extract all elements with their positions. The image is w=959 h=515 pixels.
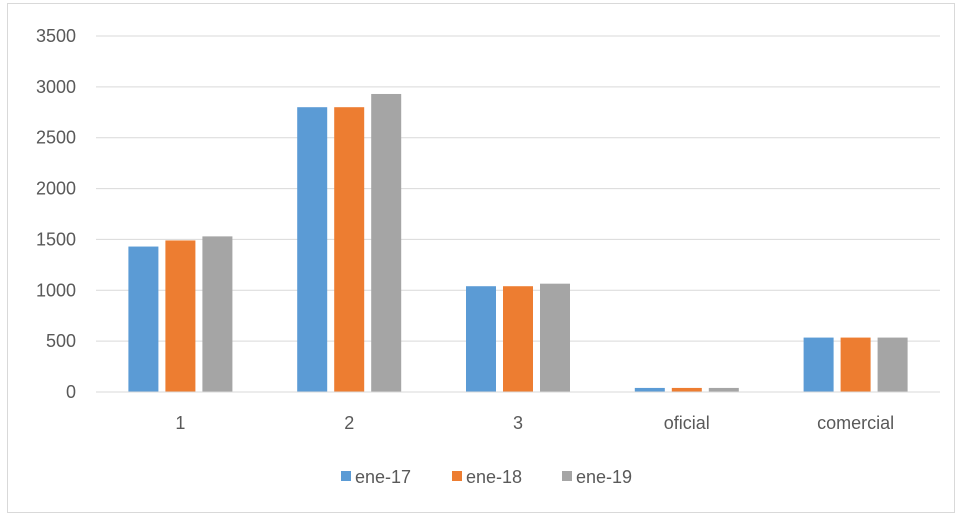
bar-ene-18-comercial [840,337,871,392]
gridlines [96,35,940,342]
legend-swatch [562,471,572,481]
bar-ene-18-oficial [671,387,702,392]
bar-ene-17-2 [297,107,328,392]
bar-ene-18-3 [503,286,533,392]
legend: ene-17 ene-18 ene-19 [341,467,632,487]
bar-ene-17-oficial [634,387,665,392]
y-tick-label: 1500 [36,229,76,249]
bar-ene-19-3 [540,283,570,392]
bar-ene-19-comercial [877,337,908,392]
bar-ene-19-2 [371,93,402,392]
bar-ene-18-1 [165,240,196,392]
legend-label: ene-18 [466,467,522,487]
bar-ene-17-1 [128,246,159,392]
y-tick-label: 0 [66,382,76,402]
legend-swatch [341,471,351,481]
bar-ene-19-oficial [708,387,739,392]
x-tick-label: 3 [513,413,523,433]
chart-frame [7,3,955,513]
legend-swatch [452,471,462,481]
x-tick-label: 1 [175,413,185,433]
bar-ene-19-1 [202,236,233,392]
y-tick-label: 3000 [36,77,76,97]
bar-ene-17-comercial [803,337,834,392]
y-tick-label: 3500 [36,26,76,46]
x-tick-label: 2 [344,413,354,433]
y-tick-label: 2500 [36,128,76,148]
bar-ene-17-3 [466,286,496,392]
y-axis-ticks: 0 500 1000 1500 2000 2500 3000 3500 [36,26,76,402]
legend-label: ene-17 [355,467,411,487]
x-axis-ticks: 1 2 3 oficial comercial [175,413,894,433]
x-tick-label: oficial [664,413,710,433]
bars [128,93,908,392]
x-tick-label: comercial [817,413,894,433]
bar-ene-18-2 [334,107,365,392]
y-tick-label: 500 [46,331,76,351]
legend-label: ene-19 [576,467,632,487]
y-tick-label: 1000 [36,280,76,300]
y-tick-label: 2000 [36,179,76,199]
